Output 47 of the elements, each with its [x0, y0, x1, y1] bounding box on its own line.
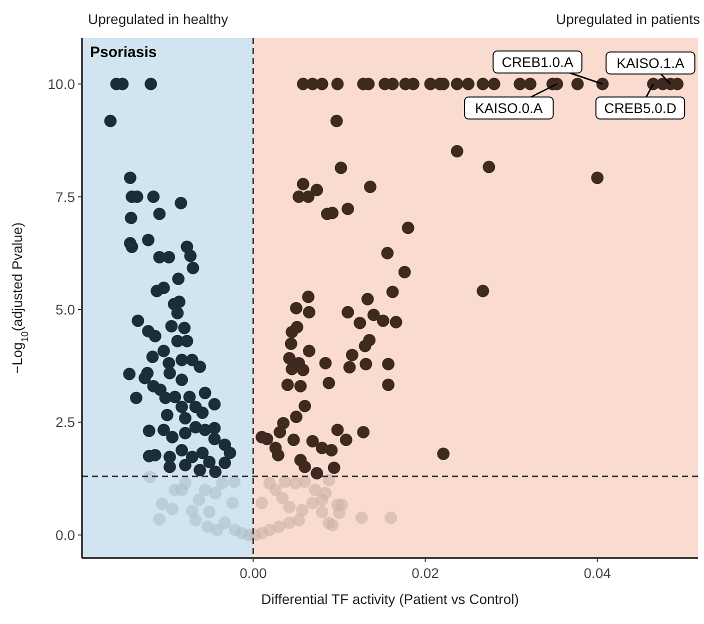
chart-title: Psoriasis [90, 44, 157, 61]
point [228, 476, 240, 488]
point [189, 514, 202, 526]
point [166, 502, 179, 516]
y-tick-label: 0.0 [56, 527, 76, 543]
point [210, 524, 224, 536]
point [153, 513, 166, 526]
point [269, 484, 282, 496]
annotation: CREB5.0.D [604, 100, 676, 116]
point [276, 492, 289, 504]
x-tick-label: 0.04 [584, 565, 612, 581]
annotation: KAISO.1.A [616, 55, 685, 71]
x-axis-title: Differential TF activity (Patient vs Control) [261, 591, 519, 607]
point [296, 504, 308, 516]
point [272, 520, 286, 534]
y-tick-label: 7.5 [56, 188, 76, 205]
point [198, 484, 212, 496]
point [384, 512, 398, 524]
text: Upregulated in patients [556, 11, 700, 27]
text: Upregulated in healthy [88, 11, 228, 27]
point [322, 474, 336, 486]
point [209, 486, 222, 500]
point [355, 512, 368, 524]
point [226, 496, 239, 510]
y-tick-label: 2.5 [56, 414, 76, 430]
point [306, 496, 319, 510]
point [263, 524, 276, 536]
point [308, 484, 322, 496]
x-tick-label: 0.00 [240, 565, 268, 581]
point [216, 476, 228, 490]
point [333, 506, 346, 520]
point [156, 498, 168, 510]
annotation: KAISO.0.A [475, 100, 544, 116]
annotation: CREB1.0.A [502, 54, 574, 70]
point [192, 494, 206, 506]
point [316, 494, 328, 506]
point [292, 514, 306, 526]
x-tick-label: 0.02 [412, 565, 440, 581]
point [322, 516, 336, 530]
point [316, 506, 328, 518]
point [298, 476, 312, 488]
point [256, 496, 268, 510]
y-tick-label: 5.0 [56, 302, 76, 318]
y-tick-label: 10.0 [48, 76, 76, 92]
point [218, 516, 232, 530]
point [283, 500, 296, 514]
point [179, 476, 192, 490]
